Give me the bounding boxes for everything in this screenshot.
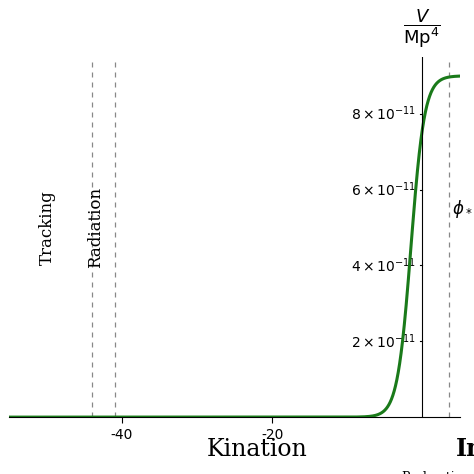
Text: $8 \times 10^{-11}$: $8 \times 10^{-11}$ [351,104,416,123]
Text: Preheating: Preheating [401,471,471,474]
Text: Infl: Infl [456,438,474,461]
Text: $4 \times 10^{-11}$: $4 \times 10^{-11}$ [351,256,416,275]
Text: $6 \times 10^{-11}$: $6 \times 10^{-11}$ [351,180,416,199]
Text: Radiation: Radiation [87,187,104,268]
Text: Tracking: Tracking [38,190,55,265]
Text: Kination: Kination [207,438,308,461]
Text: $\phi_*$: $\phi_*$ [452,198,473,219]
Text: $2 \times 10^{-11}$: $2 \times 10^{-11}$ [351,332,416,351]
Text: $\dfrac{V}{\mathrm{Mp}^4}$: $\dfrac{V}{\mathrm{Mp}^4}$ [403,7,441,50]
